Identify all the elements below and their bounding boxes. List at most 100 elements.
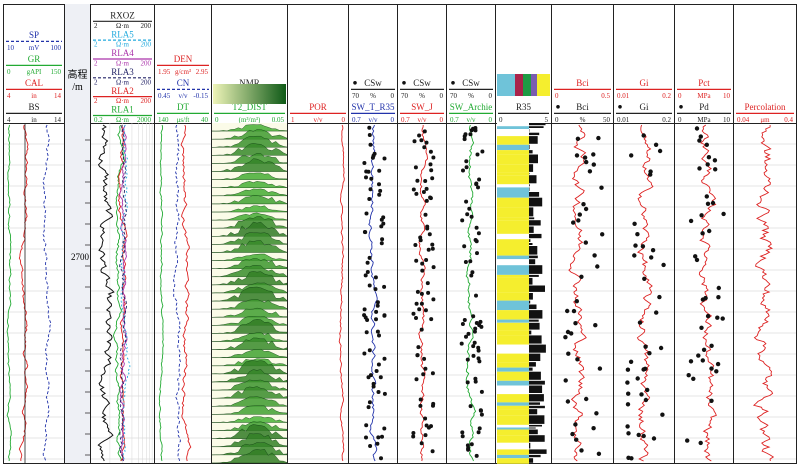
r35-class-bar [497,293,529,301]
csw-core-point [414,316,418,320]
csw-core-point [374,309,379,314]
csw-core-point [431,265,436,270]
csw-core-point [422,356,427,361]
csw-core-point [474,293,478,298]
t2-distribution-spectrum [211,188,288,197]
csw-core-point [462,137,467,142]
t2-distribution-spectrum [211,194,288,205]
core-sample-point [716,295,721,300]
r35-value-bar [529,310,543,319]
scale-min: 0.04 [737,116,750,124]
scale-unit: in [31,92,37,100]
r35-class-bar [497,197,529,208]
core-sample-point [698,440,703,446]
csw-core-point [379,217,384,222]
csw-core-point [466,447,471,452]
scale-min: 0 [499,116,503,124]
red-curve [698,124,717,462]
csw-core-point [419,441,424,446]
r35-value-bar [529,197,543,207]
core-sample-point [699,325,704,330]
csw-core-point [411,431,416,435]
csw-core-point [476,430,481,435]
curve-name-cal: CAL [25,78,43,88]
csw-core-point [416,345,421,350]
scale-unit: Ω·m [116,78,130,86]
scale-max: -0.15 [193,92,208,100]
curve-name-csw: CSw [364,78,382,88]
csw-core-point [471,314,476,319]
csw-core-point [428,195,433,200]
scale-unit: v/v [179,92,188,100]
csw-core-point [362,307,367,312]
core-sample-point [657,294,662,300]
scale-max: 5 [545,116,549,124]
csw-core-point [381,221,386,226]
r35-class-bar [497,335,529,345]
r35-value-bar [529,435,545,442]
scale-unit: MPa [697,116,711,124]
t2-distribution-spectrum [211,337,288,350]
r35-class-bar [497,322,529,331]
csw-core-point [382,426,387,431]
core-sample-point [641,433,646,439]
curve-name-rla4: RLA4 [111,48,134,58]
point-marker-icon [679,105,683,109]
r35-class-bar [497,184,529,188]
core-sample-point [660,412,665,417]
csw-core-point [374,317,378,322]
scale-max: 0 [391,116,395,124]
csw-core-point [423,366,428,371]
class-swatch [515,74,523,96]
csw-core-point [430,242,435,247]
csw-core-point [431,403,435,408]
scale-unit: v/v [467,116,476,124]
core-sample-point [591,152,596,157]
r35-class-bar [497,123,529,127]
csw-core-point [422,145,427,150]
csw-core-point [430,449,435,454]
csw-core-point [373,287,378,292]
csw-core-point [472,329,477,334]
core-sample-point [632,221,637,226]
csw-core-point [414,377,419,382]
core-sample-point [577,212,582,217]
scale-min: 0 [555,116,559,124]
csw-core-point [377,333,381,338]
t2-distribution-spectrum [211,286,288,302]
r35-class-bar [497,371,529,381]
t2-distribution-spectrum [211,143,288,156]
t2-distribution-spectrum [211,433,288,448]
core-sample-point [653,142,659,147]
r35-value-bar [529,136,538,144]
csw-core-point [474,239,479,244]
r35-value-bar [529,255,538,259]
core-sample-point [596,135,601,141]
t2-distribution-spectrum [211,319,288,334]
core-sample-point [576,218,581,223]
csw-core-point [418,397,423,402]
r35-value-bar [529,172,530,175]
r35-class-bar [497,144,529,151]
t2-distribution-spectrum [211,129,288,140]
csw-core-point [375,303,380,308]
r35-value-bar [529,362,536,367]
core-sample-point [633,243,638,248]
csw-core-point [419,291,424,296]
r35-value-bar [529,380,545,385]
r35-value-bar [529,304,537,310]
csw-core-point [362,351,367,356]
csw-core-point [382,284,387,289]
curve-name-bs: BS [28,102,39,112]
r35-value-bar [529,427,536,429]
csw-core-point [428,149,433,154]
csw-core-point [413,243,418,247]
r35-class-bar [497,344,529,354]
core-sample-point [699,213,704,218]
scale-min: 0 [7,68,11,76]
csw-core-point [420,268,425,273]
csw-core-point [476,356,481,361]
csw-core-point [365,270,370,274]
r35-class-bar [497,132,529,137]
